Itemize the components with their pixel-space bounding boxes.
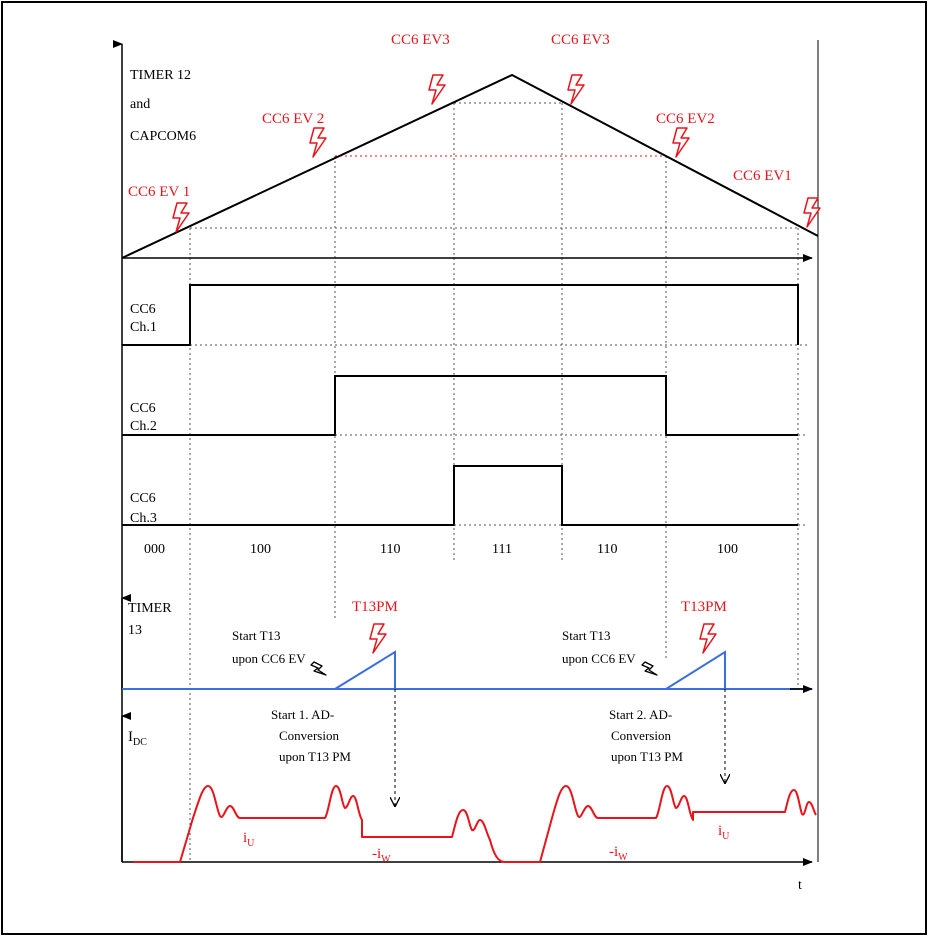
state-code: 110	[597, 542, 617, 557]
lightning-icon	[672, 127, 690, 158]
time-axis-label: t	[798, 878, 802, 893]
event-label-ev2-right: CC6 EV2	[656, 111, 715, 127]
channel-3-label-a: CC6	[130, 491, 156, 506]
lightning-icon	[369, 623, 387, 654]
lightning-icon	[641, 661, 658, 676]
start-t13-right-line-2: upon CC6 EV	[562, 651, 636, 666]
current-iw-left: -iW	[372, 846, 391, 865]
event-label-ev1-right: CC6 EV1	[733, 168, 792, 184]
state-code: 111	[492, 542, 512, 557]
timer13-ramp-left	[334, 650, 396, 690]
adc-first-line-2: Conversion	[279, 728, 339, 743]
event-label-ev3-right: CC6 EV3	[551, 32, 610, 48]
channel-2-label-b: Ch.2	[130, 419, 157, 434]
channel-3-label-b: Ch.3	[130, 511, 157, 526]
adc-second-line-2: Conversion	[611, 728, 671, 743]
current-axis-label: IDC	[128, 729, 147, 748]
state-code: 100	[250, 542, 271, 557]
lightning-icon	[309, 127, 327, 158]
lightning-icon	[428, 74, 446, 105]
timer12-label-1: TIMER 12	[130, 68, 191, 83]
start-t13-right-line-1: Start T13	[562, 628, 611, 643]
timer12-label-2: and	[130, 97, 150, 112]
adc-first-line-1: Start 1. AD-	[271, 707, 334, 722]
adc-first-line-3: upon T13 PM	[279, 749, 351, 764]
event-label-ev3-left: CC6 EV3	[391, 32, 450, 48]
timer13-label-1: TIMER	[128, 601, 172, 616]
current-waveform	[133, 785, 817, 863]
state-code: 000	[144, 542, 165, 557]
timer12-triangle	[121, 73, 819, 259]
channel-2-label-a: CC6	[130, 401, 156, 416]
lightning-icon	[172, 202, 190, 233]
channel-1-label-a: CC6	[130, 302, 156, 317]
event-label-ev2-left: CC6 EV 2	[262, 111, 324, 127]
lightning-icon	[567, 74, 585, 105]
timer13-ramp-right	[665, 650, 726, 690]
channel-3-waveform	[122, 465, 808, 526]
channel-1-waveform	[122, 284, 808, 346]
lightning-icon	[699, 623, 717, 654]
event-label-ev1-left: CC6 EV 1	[128, 184, 190, 200]
timer12-label-3: CAPCOM6	[130, 129, 196, 144]
start-t13-left-line-2: upon CC6 EV	[232, 651, 306, 666]
adc-second-line-1: Start 2. AD-	[609, 707, 672, 722]
triangle-levels	[190, 102, 798, 229]
timer13-label-2: 13	[128, 623, 142, 638]
channel-1-label-b: Ch.1	[130, 320, 157, 335]
current-iw-right: -iW	[609, 844, 628, 863]
state-code: 100	[717, 542, 738, 557]
lightning-icon	[310, 661, 327, 676]
adc-second-line-3: upon T13 PM	[611, 749, 683, 764]
current-iu-left: iU	[243, 830, 255, 849]
channel-2-waveform	[122, 375, 808, 436]
t13pm-label-left: T13PM	[352, 599, 398, 615]
t13pm-label-right: T13PM	[681, 599, 727, 615]
state-code: 110	[380, 542, 400, 557]
lightning-icon	[803, 197, 821, 228]
start-t13-left-line-1: Start T13	[232, 628, 281, 643]
current-iu-right: iU	[718, 823, 730, 842]
